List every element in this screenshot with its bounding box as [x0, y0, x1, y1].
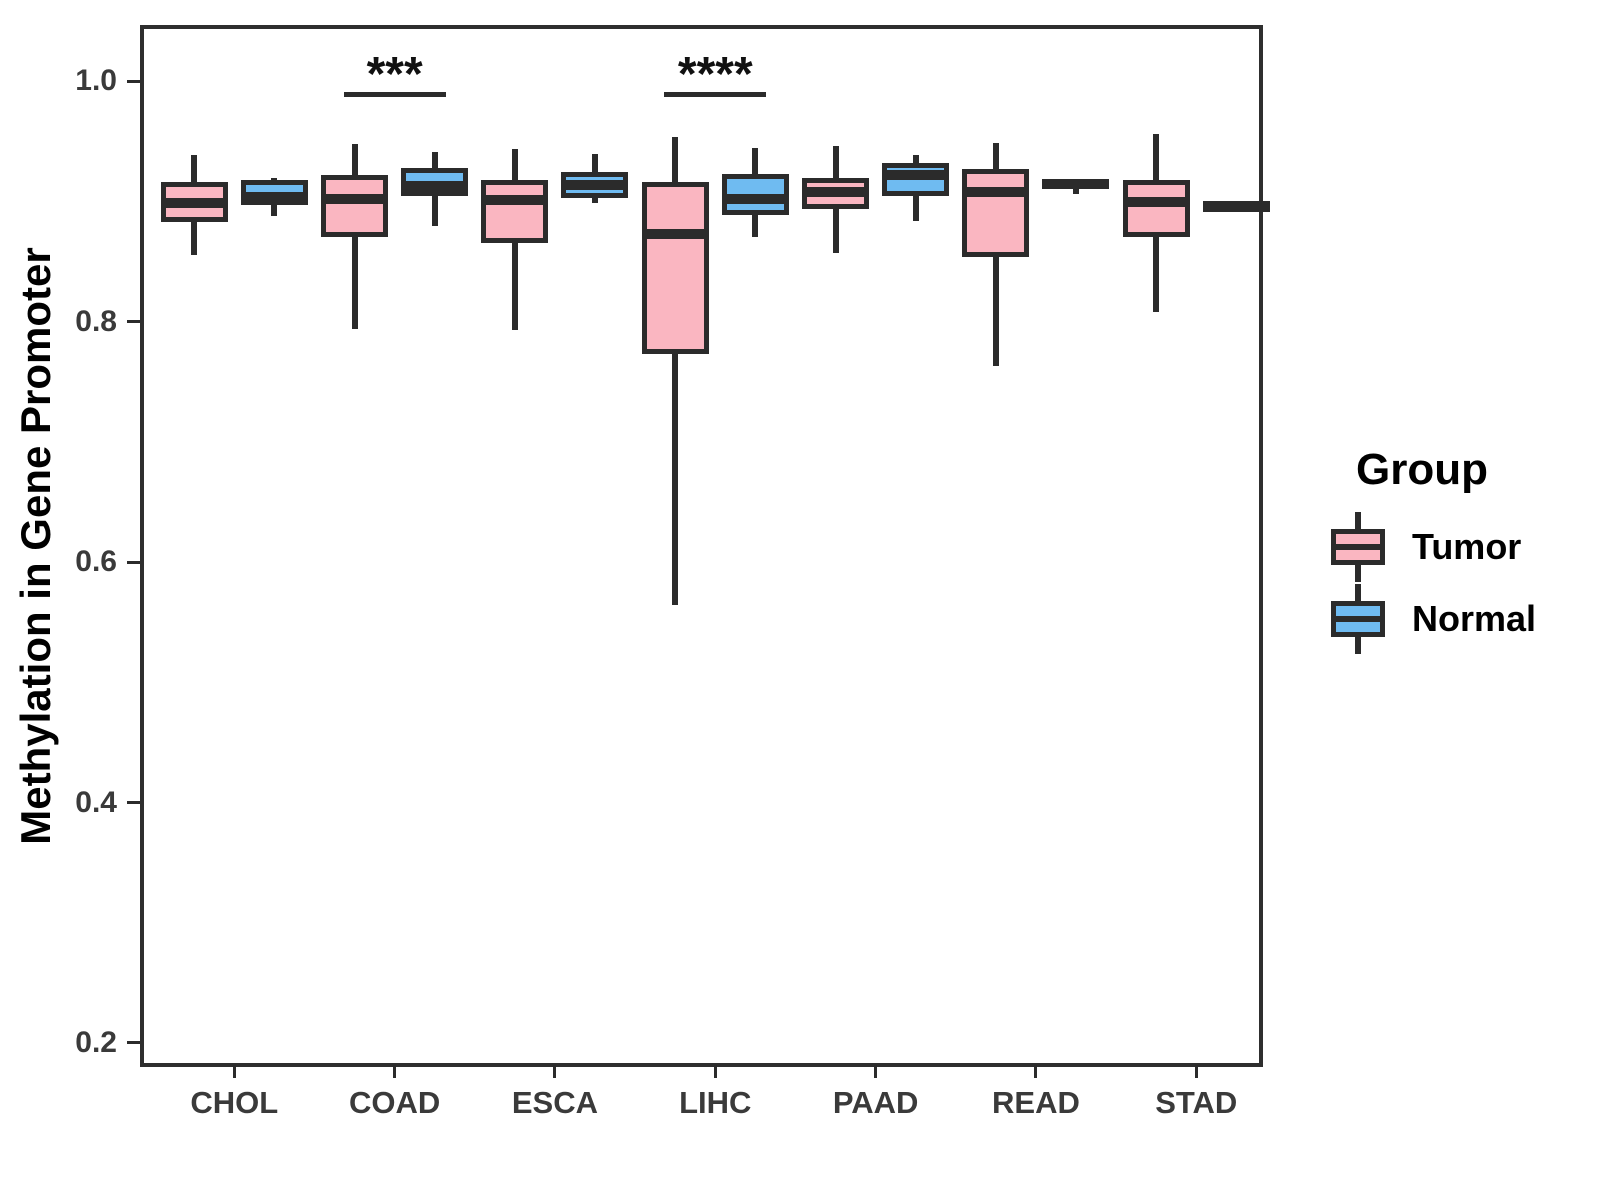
x-tick-label: ESCA	[511, 1085, 599, 1120]
whisker-tumor-LIHC	[672, 136, 679, 606]
x-tick-mark	[393, 1065, 397, 1078]
x-tick-mark	[232, 1065, 236, 1078]
y-tick-mark	[127, 79, 140, 83]
y-tick-mark	[127, 560, 140, 564]
box-tumor-ESCA	[481, 179, 549, 243]
sig-line-COAD	[343, 92, 446, 98]
sig-line-LIHC	[664, 92, 767, 98]
x-tick-label: COAD	[348, 1085, 441, 1120]
median-normal-COAD	[401, 181, 469, 192]
legend-label: Tumor	[1412, 526, 1522, 567]
sig-label-COAD: ***	[366, 47, 423, 101]
box-tumor-STAD	[1122, 179, 1190, 237]
x-tick-mark	[874, 1065, 878, 1078]
y-axis-title: Methylation in Gene Promoter	[12, 247, 59, 845]
x-tick-mark	[553, 1065, 557, 1078]
sig-label-LIHC: ****	[677, 47, 753, 101]
legend-item-normal: Normal	[1330, 583, 1536, 655]
y-tick-mark	[127, 320, 140, 324]
median-tumor-LIHC	[641, 229, 709, 240]
median-normal-LIHC	[721, 194, 789, 205]
y-tick-label: 0.8	[75, 304, 117, 338]
y-tick-label: 0.6	[75, 545, 117, 579]
x-tick-label: CHOL	[190, 1085, 279, 1120]
plot-panel	[140, 25, 1263, 1067]
box-tumor-LIHC	[641, 182, 709, 355]
y-tick-label: 1.0	[75, 64, 117, 98]
median-tumor-COAD	[321, 194, 389, 205]
median-tumor-PAAD	[802, 187, 870, 198]
x-tick-mark	[1034, 1065, 1038, 1078]
median-normal-PAAD	[882, 170, 950, 181]
x-tick-label: READ	[992, 1085, 1080, 1120]
legend: Group Tumor Normal	[1330, 445, 1536, 655]
legend-title: Group	[1356, 445, 1488, 494]
median-tumor-READ	[962, 187, 1030, 198]
x-tick-label: LIHC	[679, 1085, 752, 1120]
x-tick-mark	[713, 1065, 717, 1078]
x-tick-mark	[1194, 1065, 1198, 1078]
median-tumor-ESCA	[481, 195, 549, 206]
box-tumor-READ	[962, 169, 1030, 258]
legend-items: Tumor Normal	[1330, 511, 1536, 655]
x-tick-label: PAAD	[832, 1085, 919, 1120]
median-tumor-STAD	[1122, 196, 1190, 207]
median-normal-READ	[1042, 178, 1110, 189]
median-normal-ESCA	[561, 179, 629, 190]
legend-label: Normal	[1412, 598, 1537, 639]
legend-glyph-normal-icon	[1330, 584, 1386, 654]
median-normal-STAD	[1202, 200, 1270, 211]
y-tick-mark	[127, 1041, 140, 1045]
box-tumor-COAD	[321, 175, 389, 237]
median-tumor-CHOL	[160, 197, 228, 208]
y-tick-label: 0.2	[75, 1025, 117, 1059]
x-tick-label: STAD	[1155, 1085, 1238, 1120]
legend-item-tumor: Tumor	[1330, 511, 1536, 583]
median-normal-CHOL	[240, 191, 308, 202]
legend-glyph-tumor-icon	[1330, 512, 1386, 582]
y-tick-label: 0.4	[75, 785, 117, 819]
y-tick-mark	[127, 801, 140, 805]
